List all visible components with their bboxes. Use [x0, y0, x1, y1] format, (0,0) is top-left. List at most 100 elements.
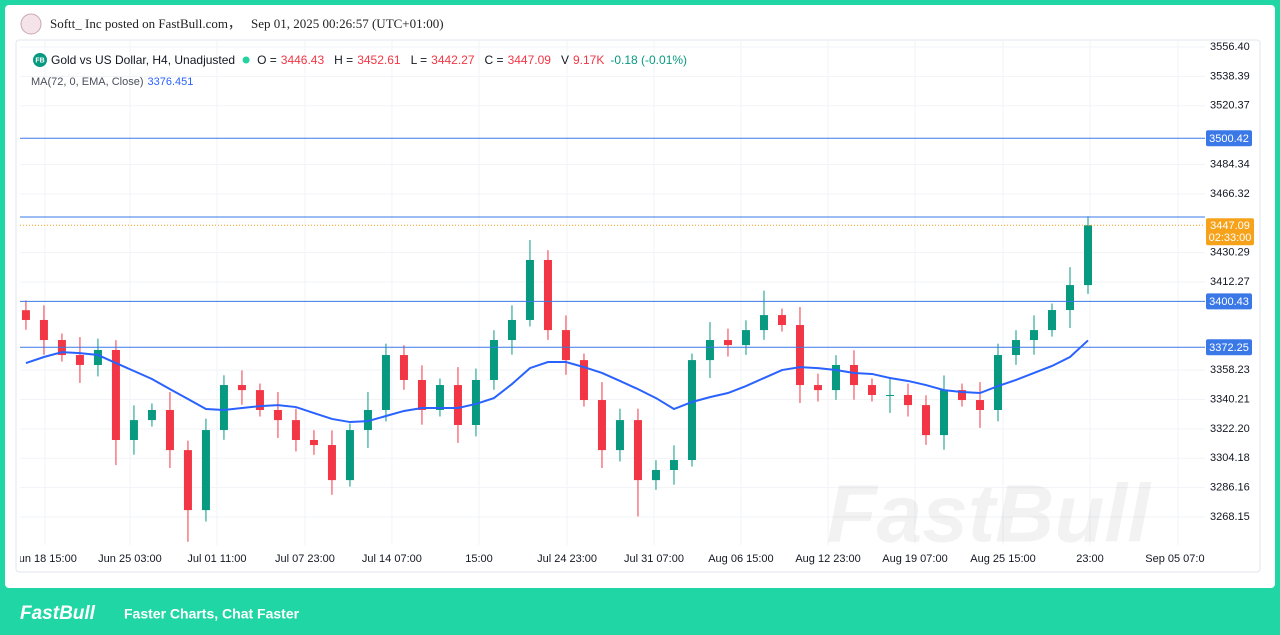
candle-body — [453, 385, 462, 425]
candle-body — [525, 259, 534, 320]
candle-body — [993, 355, 1002, 410]
candle-body — [651, 469, 660, 481]
ohlc-value: 3452.61 — [357, 53, 401, 67]
x-tick-label: Aug 25 15:00 — [970, 553, 1035, 565]
candle-body — [777, 315, 786, 326]
ma-line — [25, 339, 1089, 424]
candle-body — [1083, 225, 1092, 286]
candle-body — [291, 420, 300, 440]
candle-body — [75, 355, 84, 365]
candle-body — [147, 409, 156, 421]
candle-body — [597, 400, 606, 451]
x-tick-label: Jul 24 23:00 — [537, 553, 597, 565]
candle-body — [795, 325, 804, 386]
candle-body — [1047, 310, 1056, 331]
candle-body — [1065, 285, 1074, 311]
y-tick-label: 3340.21 — [1210, 393, 1250, 405]
candle-body — [165, 409, 174, 451]
symbol-icon — [33, 53, 47, 67]
legend: FB Gold vs US Dollar, H4, Unadjusted O = 34… — [31, 53, 687, 88]
chart-card — [15, 39, 1261, 573]
candle-body — [867, 385, 876, 395]
price-line-label: 3372.25 — [1209, 342, 1249, 354]
candle-body — [435, 385, 444, 410]
x-tick-label: Aug 12 23:00 — [795, 553, 860, 565]
x-tick-label: Sep 05 07:00 — [1145, 553, 1210, 565]
candle-body — [309, 439, 318, 446]
last-price-label: 3447.09 — [1210, 220, 1250, 232]
candle-body — [183, 450, 192, 511]
x-tick-label: 15:00 — [465, 553, 493, 565]
candle-body — [327, 445, 336, 481]
countdown: 02:33:00 — [1209, 232, 1252, 244]
candle-body — [111, 349, 120, 440]
x-tick-label: Jun 18 15:00 — [13, 553, 77, 565]
candle-body — [849, 364, 858, 386]
candle-body — [723, 340, 732, 346]
candle-body — [705, 340, 714, 361]
volume-value: 9.17K — [573, 53, 604, 67]
ohlc-label: O = — [257, 53, 277, 67]
x-tick-label: Jul 14 07:00 — [362, 553, 422, 565]
ma-value: 3376.451 — [147, 76, 193, 88]
candle-body — [687, 360, 696, 461]
candle-body — [39, 319, 48, 341]
candle-body — [363, 409, 372, 431]
ohlc-label: C = — [485, 53, 504, 67]
candle-body — [741, 330, 750, 346]
candle-body — [579, 360, 588, 401]
ohlc-value: 3442.27 — [431, 53, 475, 67]
x-axis: Jun 18 15:00 Jun 25 03:00 Jul 01 11:00 Jul … — [13, 553, 1210, 565]
candle-body — [93, 349, 102, 365]
candle-body — [417, 379, 426, 410]
y-tick-label: 3358.23 — [1210, 364, 1250, 376]
price-line-tag — [1206, 339, 1252, 356]
y-tick-label: 3286.16 — [1210, 482, 1250, 494]
candle-body — [381, 355, 390, 410]
last-price-tag — [1206, 218, 1254, 246]
y-tick-label: 3268.15 — [1210, 511, 1250, 523]
price-line-label: 3400.43 — [1209, 296, 1249, 308]
footer-tagline: Faster Charts, Chat Faster — [124, 606, 300, 622]
y-tick-label: 3484.34 — [1210, 158, 1250, 170]
candle-body — [831, 364, 840, 391]
x-tick-label: 23:00 — [1076, 553, 1104, 565]
candle-body — [939, 390, 948, 436]
y-tick-label: 3520.37 — [1210, 100, 1250, 112]
volume-label: V — [561, 53, 569, 67]
price-line-tag — [1206, 130, 1252, 147]
status-dot — [242, 56, 250, 64]
change: -0.18 (-0.01%) — [610, 53, 687, 67]
candle-body — [669, 460, 678, 470]
candle-body — [633, 420, 642, 481]
candle-body — [543, 259, 552, 331]
y-tick-label: 3538.39 — [1210, 70, 1250, 82]
candle-body — [921, 405, 930, 436]
y-tick-label: 3556.40 — [1210, 41, 1250, 53]
plot-area — [20, 137, 1205, 542]
y-tick-label: 3430.29 — [1210, 247, 1250, 259]
y-tick-label: 3322.20 — [1210, 423, 1250, 435]
x-tick-label: Aug 19 07:00 — [882, 553, 947, 565]
y-tick-label: 3304.18 — [1210, 452, 1250, 464]
x-tick-label: Jul 31 07:00 — [624, 553, 684, 565]
candle-body — [21, 310, 30, 320]
y-axis: 3556.40 3538.39 3520.37 3484.34 3466.32 3430.… — [1206, 41, 1254, 523]
candle-body — [975, 400, 984, 410]
x-tick-label: Aug 06 15:00 — [708, 553, 773, 565]
x-tick-label: Jun 25 03:00 — [98, 553, 162, 565]
author: Softt_ Inc posted on FastBull.com， — [50, 16, 241, 31]
x-tick-label: Jul 07 23:00 — [275, 553, 335, 565]
candle-body — [237, 385, 246, 391]
legend-title: Gold vs US Dollar, H4, Unadjusted — [51, 53, 235, 67]
price-line-label: 3500.42 — [1209, 133, 1249, 145]
ohlc-value: 3446.43 — [281, 53, 325, 67]
candle-body — [345, 430, 354, 481]
x-tick-label: Jul 01 11:00 — [187, 553, 246, 565]
candle-body — [957, 390, 966, 401]
candle-body — [489, 340, 498, 380]
price-line-tag — [1206, 293, 1252, 310]
candle-body — [507, 319, 516, 341]
